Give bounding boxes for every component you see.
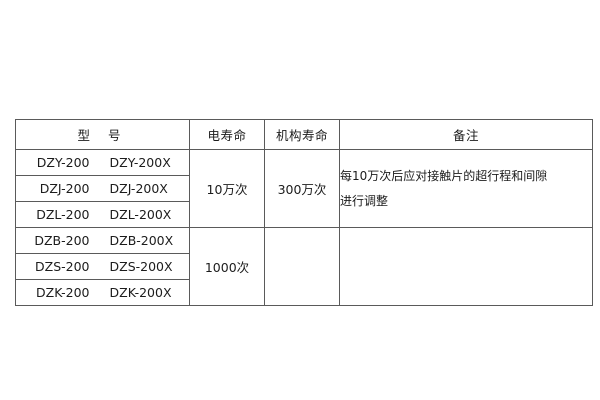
model-code-primary: DZB-200 (34, 233, 90, 248)
remarks-line-2: 进行调整 (340, 193, 389, 208)
table-row: DZL-200 DZL-200X (15, 201, 593, 228)
model-cell-dzl-200: DZL-200 DZL-200X (15, 201, 190, 228)
table-row: DZK-200 DZK-200X (15, 279, 593, 306)
table-row: DZS-200 DZS-200X (15, 253, 593, 280)
mechanical-life-group-2 (264, 227, 340, 306)
column-header-electrical-life: 电寿命 (189, 119, 265, 150)
model-code-variant: DZY-200X (109, 155, 171, 170)
model-code-variant: DZL-200X (109, 207, 172, 222)
table-header-row: 型 号 电寿命 机构寿命 备注 (15, 119, 593, 150)
column-header-model: 型 号 (15, 119, 190, 150)
remarks-group-1: 每10万次后应对接触片的超行程和间隙 进行调整 (339, 149, 593, 228)
model-code-primary: DZS-200 (35, 259, 90, 274)
model-cell-dzs-200: DZS-200 DZS-200X (15, 253, 190, 280)
column-header-remarks: 备注 (339, 119, 593, 150)
model-code-primary: DZL-200 (36, 207, 90, 222)
model-cell-dzb-200: DZB-200 DZB-200X (15, 227, 190, 254)
model-cell-dzy-200: DZY-200 DZY-200X (15, 149, 190, 176)
remarks-group-2 (339, 227, 593, 306)
model-code-variant: DZK-200X (109, 285, 172, 300)
column-header-mechanical-life: 机构寿命 (264, 119, 340, 150)
model-code-variant: DZB-200X (109, 233, 174, 248)
electrical-life-group-2: 1000次 (189, 227, 265, 306)
model-cell-dzj-200: DZJ-200 DZJ-200X (15, 175, 190, 202)
model-code-primary: DZY-200 (36, 155, 90, 170)
model-code-variant: DZS-200X (109, 259, 173, 274)
relay-life-specification-table: 型 号 电寿命 机构寿命 备注 DZY-200 DZY-200X 10万次 300… (15, 119, 593, 306)
model-code-variant: DZJ-200X (109, 181, 168, 196)
table-row: DZY-200 DZY-200X 10万次 300万次 每10万次后应对接触片的超… (15, 149, 593, 228)
table-row: DZB-200 DZB-200X 1000次 (15, 227, 593, 306)
table-row: DZJ-200 DZJ-200X (15, 175, 593, 202)
remarks-line-1: 每10万次后应对接触片的超行程和间隙 (340, 168, 548, 183)
model-code-primary: DZJ-200 (39, 181, 90, 196)
model-cell-dzk-200: DZK-200 DZK-200X (15, 279, 190, 306)
electrical-life-group-1: 10万次 (189, 149, 265, 228)
model-code-primary: DZK-200 (36, 285, 90, 300)
mechanical-life-group-1: 300万次 (264, 149, 340, 228)
